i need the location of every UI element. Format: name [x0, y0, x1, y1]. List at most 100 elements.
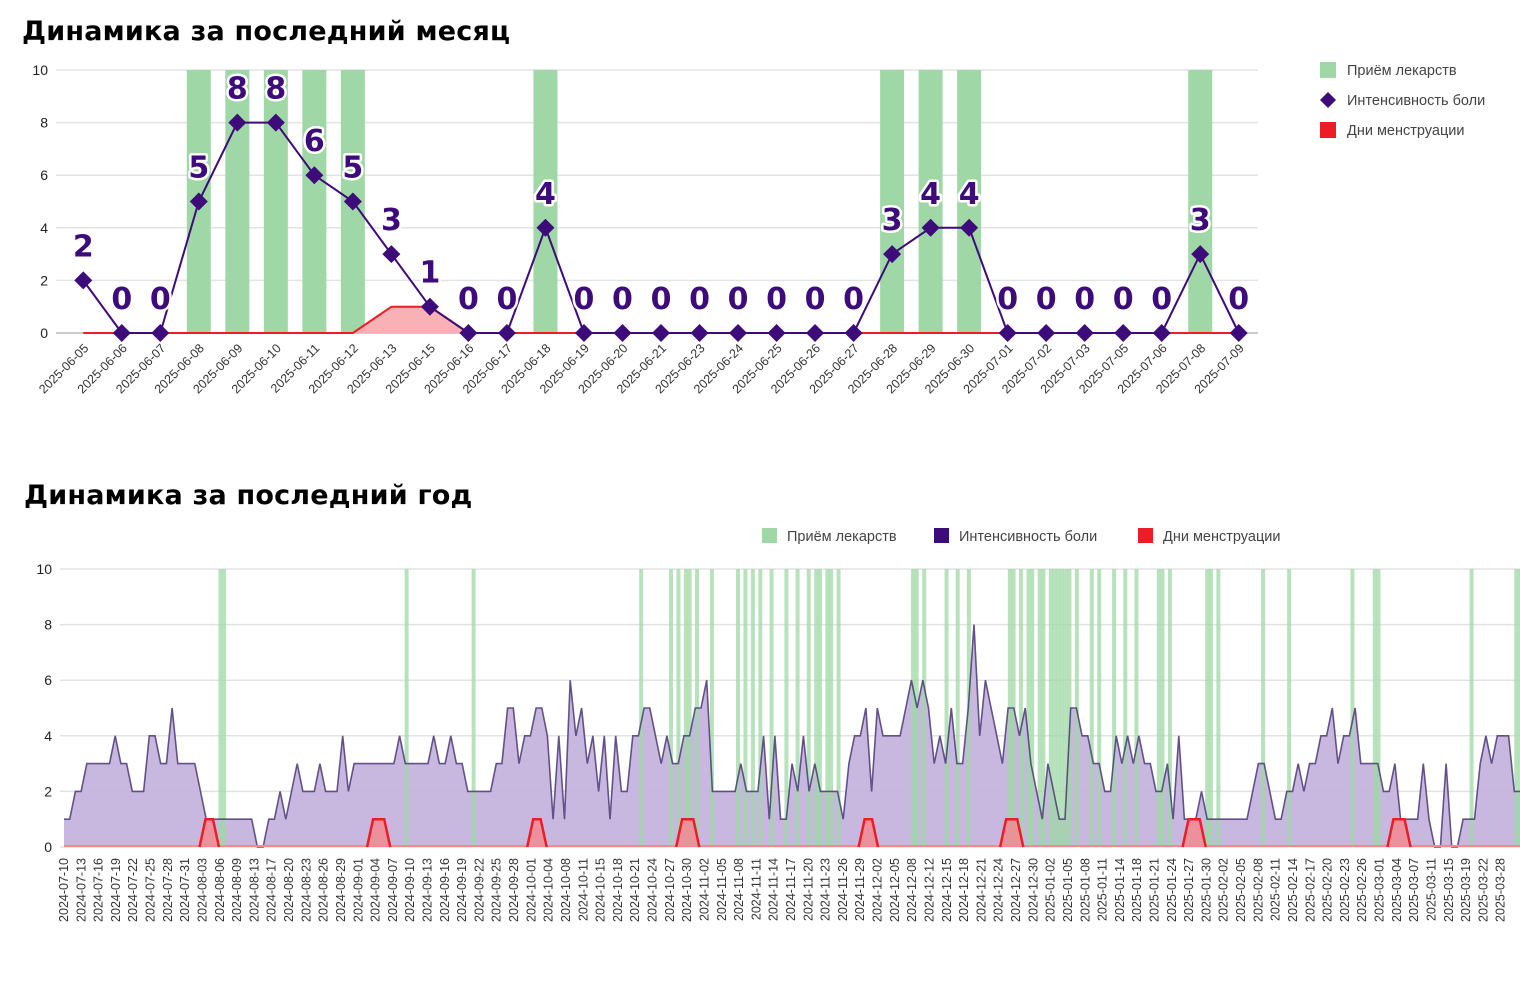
x-tick-label: 2024-09-22 — [472, 858, 486, 922]
x-tick-label: 2024-07-28 — [161, 858, 175, 922]
pain-point — [574, 324, 593, 342]
menstruation-fill — [1182, 819, 1206, 847]
pain-point — [613, 324, 632, 342]
medication-bar — [817, 569, 822, 847]
menstruation-line — [998, 817, 1025, 848]
pain-data-label: 0 — [1036, 282, 1057, 317]
pain-data-label: 0 — [150, 282, 171, 317]
x-tick-label: 2025-02-02 — [1217, 858, 1231, 922]
x-tick-label: 2025-01-21 — [1148, 858, 1162, 922]
medication-bar — [1048, 569, 1053, 847]
medication-bar — [1089, 569, 1094, 847]
pain-data-label: 0 — [843, 282, 864, 317]
pain-data-label: 0 — [574, 282, 595, 317]
medication-bar — [814, 569, 819, 847]
medication-bar — [1188, 70, 1213, 333]
medication-bar — [1026, 569, 1031, 847]
menstruation-line — [857, 817, 880, 848]
medication-bar — [1156, 569, 1161, 847]
x-tick-label: 2024-10-21 — [628, 858, 642, 922]
x-tick-label: 2024-09-07 — [386, 858, 400, 922]
x-tick-label: 2025-02-14 — [1286, 858, 1300, 922]
x-tick-label: 2024-10-24 — [646, 858, 660, 922]
menstruation-line — [525, 817, 548, 848]
medication-bar — [736, 569, 741, 847]
medication-bar — [955, 569, 960, 847]
pain-data-label: 0 — [496, 282, 517, 317]
x-tick-label: 2024-10-27 — [663, 858, 677, 922]
x-tick-label: 2024-08-03 — [195, 858, 209, 922]
pain-point — [228, 113, 247, 132]
x-tick-label: 2024-08-20 — [282, 858, 296, 922]
pain-data-label: 3 — [882, 203, 903, 238]
menstruation-fill — [1000, 819, 1024, 847]
legend-medication-swatch — [762, 528, 777, 543]
medication-bar — [1160, 569, 1165, 847]
pain-point — [767, 324, 786, 342]
medication-bar — [1063, 569, 1068, 847]
medication-bar — [1205, 569, 1210, 847]
pain-data-label: 0 — [689, 282, 710, 317]
pain-point — [844, 324, 863, 342]
x-tick-label: 2024-09-10 — [403, 858, 417, 922]
x-tick-label: 2024-11-23 — [819, 858, 833, 921]
x-tick-label: 2024-11-17 — [784, 858, 798, 921]
medication-bar — [806, 569, 811, 847]
x-tick-label: 2024-09-28 — [507, 858, 521, 922]
x-tick-label: 2025-01-08 — [1078, 858, 1092, 922]
x-tick-label: 2025-02-20 — [1321, 858, 1335, 922]
x-tick-label: 2024-07-13 — [74, 858, 88, 922]
x-tick-label: 2025-03-22 — [1476, 858, 1490, 922]
x-tick-label: 2024-11-14 — [767, 858, 781, 921]
medication-bar — [1041, 569, 1046, 847]
y-tick-label: 0 — [44, 839, 52, 855]
medication-bar — [1287, 569, 1292, 847]
medication-bar — [795, 569, 800, 847]
pain-point — [1075, 324, 1094, 342]
medication-bar — [1030, 569, 1035, 847]
medication-bar — [533, 70, 558, 333]
x-tick-label: 2024-12-18 — [957, 858, 971, 922]
x-tick-label: 2025-03-15 — [1442, 858, 1456, 922]
month-chart-title: Динамика за последний месяц — [22, 16, 511, 47]
pain-data-label: 0 — [805, 282, 826, 317]
medication-bar — [1514, 569, 1519, 847]
menstruation-area — [83, 306, 1239, 333]
x-tick-label: 2025-03-28 — [1494, 858, 1508, 922]
y-tick-label: 2 — [44, 783, 52, 799]
pain-point — [729, 324, 748, 342]
x-tick-label: 2025-01-14 — [1113, 858, 1127, 922]
medication-bar — [1216, 569, 1221, 847]
x-tick-label: 2024-07-10 — [57, 858, 71, 922]
x-tick-label: 2024-08-26 — [317, 858, 331, 922]
medication-bar — [1112, 569, 1117, 847]
medication-bar — [1167, 569, 1172, 847]
medication-bar — [639, 569, 644, 847]
pain-point — [806, 324, 825, 342]
medication-bar — [404, 569, 409, 847]
x-tick-label: 2024-11-20 — [801, 858, 815, 921]
medication-bar — [1037, 569, 1042, 847]
medication-bar — [750, 569, 755, 847]
pain-data-label: 4 — [959, 177, 980, 212]
pain-data-label: 8 — [265, 72, 286, 107]
x-tick-label: 2025-03-19 — [1459, 858, 1473, 922]
pain-data-label: 8 — [227, 72, 248, 107]
pain-data-label: 3 — [1190, 203, 1211, 238]
legend-menstruation-swatch — [1138, 528, 1153, 543]
x-tick-label: 2025-01-05 — [1061, 858, 1075, 922]
medication-bar — [1059, 569, 1064, 847]
pain-data-label: 0 — [766, 282, 787, 317]
pain-data-label: 0 — [1228, 282, 1249, 317]
x-tick-label: 2024-12-27 — [1009, 858, 1023, 922]
menstruation-fill — [676, 819, 700, 847]
pain-point — [189, 192, 208, 211]
medication-bar — [829, 569, 834, 847]
x-tick-label: 2024-07-19 — [109, 858, 123, 922]
medication-bar — [1134, 569, 1139, 847]
medication-bar — [922, 569, 927, 847]
pain-point — [1229, 324, 1248, 342]
pain-data-label: 0 — [728, 282, 749, 317]
x-tick-label: 2024-12-12 — [922, 858, 936, 922]
x-tick-label: 2024-08-17 — [265, 858, 279, 922]
